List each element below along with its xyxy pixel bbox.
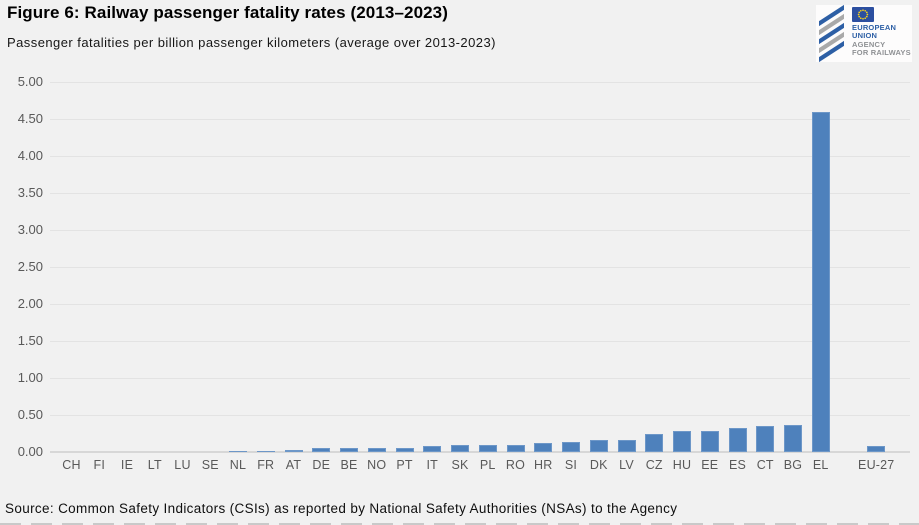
bar-EE: [700, 431, 719, 452]
bar-DE: [312, 448, 331, 452]
bar-SK: [451, 445, 469, 452]
y-axis-tick-label: 4.50: [17, 111, 43, 126]
x-axis-label-NO: NO: [367, 458, 387, 472]
x-axis-label-CH: CH: [62, 458, 81, 472]
bar-HU: [673, 431, 691, 452]
x-axis-label-EU-27: EU-27: [858, 458, 895, 472]
x-axis-label-DE: DE: [312, 458, 331, 472]
era-logo-stripes-icon: [819, 4, 849, 62]
bar-IT: [423, 446, 442, 452]
x-axis-label-SI: SI: [564, 458, 578, 472]
gridline: [50, 304, 910, 305]
bar-PT: [395, 448, 414, 452]
y-axis-tick-label: 3.00: [17, 222, 43, 237]
x-axis-label-FI: FI: [93, 458, 105, 472]
x-axis-label-IE: IE: [120, 458, 134, 472]
x-axis-line: [50, 451, 910, 453]
x-axis-label-HR: HR: [534, 458, 553, 472]
y-axis-tick-label: 0.50: [17, 407, 43, 422]
bar-AT: [284, 450, 303, 452]
x-axis-label-EL: EL: [812, 458, 829, 472]
x-axis-label-LV: LV: [619, 458, 634, 472]
source-note: Source: Common Safety Indicators (CSIs) …: [5, 501, 678, 516]
x-axis-label-EE: EE: [701, 458, 719, 472]
logo-text-agency: AGENCY: [852, 39, 886, 49]
x-axis-label-IT: IT: [426, 458, 438, 472]
x-axis-label-FR: FR: [257, 458, 275, 472]
bottom-dashed-divider: [0, 523, 919, 525]
bar-EU-27: [867, 446, 886, 452]
logo-text-european: EUROPEAN: [852, 23, 897, 32]
x-axis-label-HU: HU: [672, 458, 692, 472]
figure-subtitle: Passenger fatalities per billion passeng…: [7, 35, 496, 50]
bar-NO: [367, 448, 386, 452]
bar-LV: [617, 440, 636, 452]
x-axis-label-PT: PT: [396, 458, 413, 472]
y-axis-tick-label: 2.50: [17, 259, 43, 274]
y-axis-tick-label: 4.00: [17, 148, 43, 163]
bar-BG: [784, 425, 802, 452]
x-axis-label-LU: LU: [174, 458, 191, 472]
gridline: [50, 156, 910, 157]
y-axis-tick-label: 3.50: [17, 185, 43, 200]
gridline: [50, 193, 910, 194]
x-axis-label-ES: ES: [728, 458, 747, 472]
y-axis-tick-label: 1.50: [17, 333, 43, 348]
x-axis-label-BE: BE: [340, 458, 358, 472]
gridline: [50, 341, 910, 342]
x-axis-label-LT: LT: [147, 458, 162, 472]
x-axis-label-NL: NL: [229, 458, 247, 472]
logo-text-for-railways: FOR RAILWAYS: [852, 47, 911, 57]
x-axis-label-AT: AT: [285, 458, 302, 472]
x-axis-label-RO: RO: [505, 458, 526, 472]
bar-NL: [229, 451, 247, 452]
gridline: [50, 230, 910, 231]
bar-RO: [506, 445, 525, 452]
gridline: [50, 119, 910, 120]
bar-HR: [534, 443, 553, 452]
y-axis-tick-label: 0.00: [17, 444, 43, 459]
x-axis-label-CT: CT: [756, 458, 774, 472]
x-axis-label-SE: SE: [201, 458, 219, 472]
figure-title: Figure 6: Railway passenger fatality rat…: [7, 3, 448, 22]
bar-PL: [478, 445, 497, 452]
logo-text-union: UNION: [852, 31, 878, 41]
bar-FR: [256, 451, 275, 452]
y-axis-tick-label: 1.00: [17, 370, 43, 385]
y-axis-tick-label: 5.00: [17, 74, 43, 89]
bar-SI: [562, 442, 580, 452]
x-axis-label-BG: BG: [783, 458, 803, 472]
bar-EL: [811, 112, 830, 452]
bar-CT: [756, 426, 775, 452]
gridline: [50, 82, 910, 83]
eu-flag-icon: [852, 7, 874, 22]
bar-BE: [340, 448, 358, 452]
x-axis-label-SK: SK: [451, 458, 469, 472]
era-logo: EUROPEAN UNION AGENCY FOR RAILWAYS: [816, 4, 912, 62]
x-axis-label-DK: DK: [589, 458, 608, 472]
gridline: [50, 378, 910, 379]
x-axis-label-PL: PL: [479, 458, 496, 472]
bar-ES: [728, 428, 747, 452]
x-axis-label-CZ: CZ: [645, 458, 663, 472]
gridline: [50, 267, 910, 268]
gridline: [50, 415, 910, 416]
bar-DK: [589, 440, 608, 452]
y-axis-tick-label: 2.00: [17, 296, 43, 311]
bar-CZ: [645, 434, 664, 452]
